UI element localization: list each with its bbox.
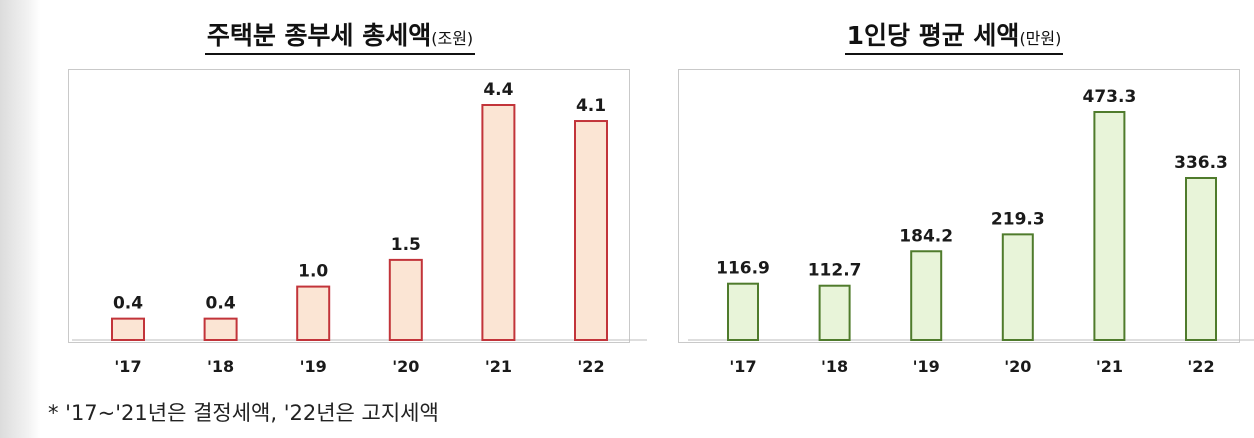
bar-value-label: 4.4 xyxy=(483,80,513,100)
x-tick-label: '19 xyxy=(300,357,327,376)
bar-value-label: 0.4 xyxy=(113,294,143,314)
bar xyxy=(1093,111,1126,341)
bar xyxy=(818,284,851,341)
bar-value-label: 116.9 xyxy=(716,259,770,279)
bar xyxy=(388,258,423,341)
bar xyxy=(296,285,331,342)
x-tick-label: '17 xyxy=(114,357,141,376)
bar xyxy=(1185,176,1217,341)
bar-value-label: 219.3 xyxy=(991,209,1045,229)
x-tick-label: '19 xyxy=(913,357,940,376)
bar-value-label: 1.5 xyxy=(391,235,421,255)
x-tick-label: '22 xyxy=(577,357,604,376)
plot-area-avg-tax xyxy=(678,69,1240,343)
chart-unit: (만원) xyxy=(1019,29,1062,48)
chart-title-text: 주택분 종부세 총세액 xyxy=(206,21,432,50)
x-tick-label: '22 xyxy=(1187,357,1214,376)
x-tick-label: '20 xyxy=(392,357,419,376)
chart-title-avg-tax: 1인당 평균 세액(만원) xyxy=(654,16,1254,55)
x-tick-label: '18 xyxy=(207,357,234,376)
bar-value-label: 0.4 xyxy=(206,294,236,314)
x-tick-label: '20 xyxy=(1004,357,1031,376)
plot-area-total-tax xyxy=(68,69,630,343)
bar-value-label: 112.7 xyxy=(808,261,862,281)
bar-chart-total-tax: 0.4 '17 0.4 '18 1.0 '19 1.5 '20 4.4 '21 4.1 '22 xyxy=(72,80,647,376)
bar xyxy=(910,250,943,342)
chart-title-text: 1인당 평균 세액 xyxy=(846,21,1020,50)
bar-value-label: 336.3 xyxy=(1174,153,1228,173)
bar xyxy=(574,120,608,342)
bar-value-label: 1.0 xyxy=(298,262,328,282)
bar xyxy=(203,317,238,341)
left-edge-shade xyxy=(0,0,40,438)
bar-value-label: 184.2 xyxy=(899,226,953,246)
bar xyxy=(111,317,145,341)
chart-panel-avg-tax: 1인당 평균 세액(만원) 116.9 '17 112.7 '18 184.2 '19 21… xyxy=(654,0,1254,390)
chart-title-total-tax: 주택분 종부세 총세액(조원) xyxy=(40,16,640,55)
chart-panel-total-tax: 주택분 종부세 총세액(조원) 0.4 '17 0.4 '18 1.0 '19 1.5 '20… xyxy=(40,0,647,390)
bar xyxy=(727,282,759,342)
x-tick-label: '17 xyxy=(729,357,756,376)
bar-value-label: 473.3 xyxy=(1083,87,1137,107)
bar xyxy=(1001,233,1034,341)
x-tick-label: '21 xyxy=(485,357,512,376)
x-tick-label: '18 xyxy=(821,357,848,376)
bar-value-label: 4.1 xyxy=(576,96,606,116)
bar xyxy=(481,104,516,341)
footnote: * '17~'21년은 결정세액, '22년은 고지세액 xyxy=(48,401,439,425)
bar-chart-avg-tax: 116.9 '17 112.7 '18 184.2 '19 219.3 '20 473.3 '21… xyxy=(688,87,1254,376)
chart-unit: (조원) xyxy=(431,29,474,48)
x-tick-label: '21 xyxy=(1096,357,1123,376)
